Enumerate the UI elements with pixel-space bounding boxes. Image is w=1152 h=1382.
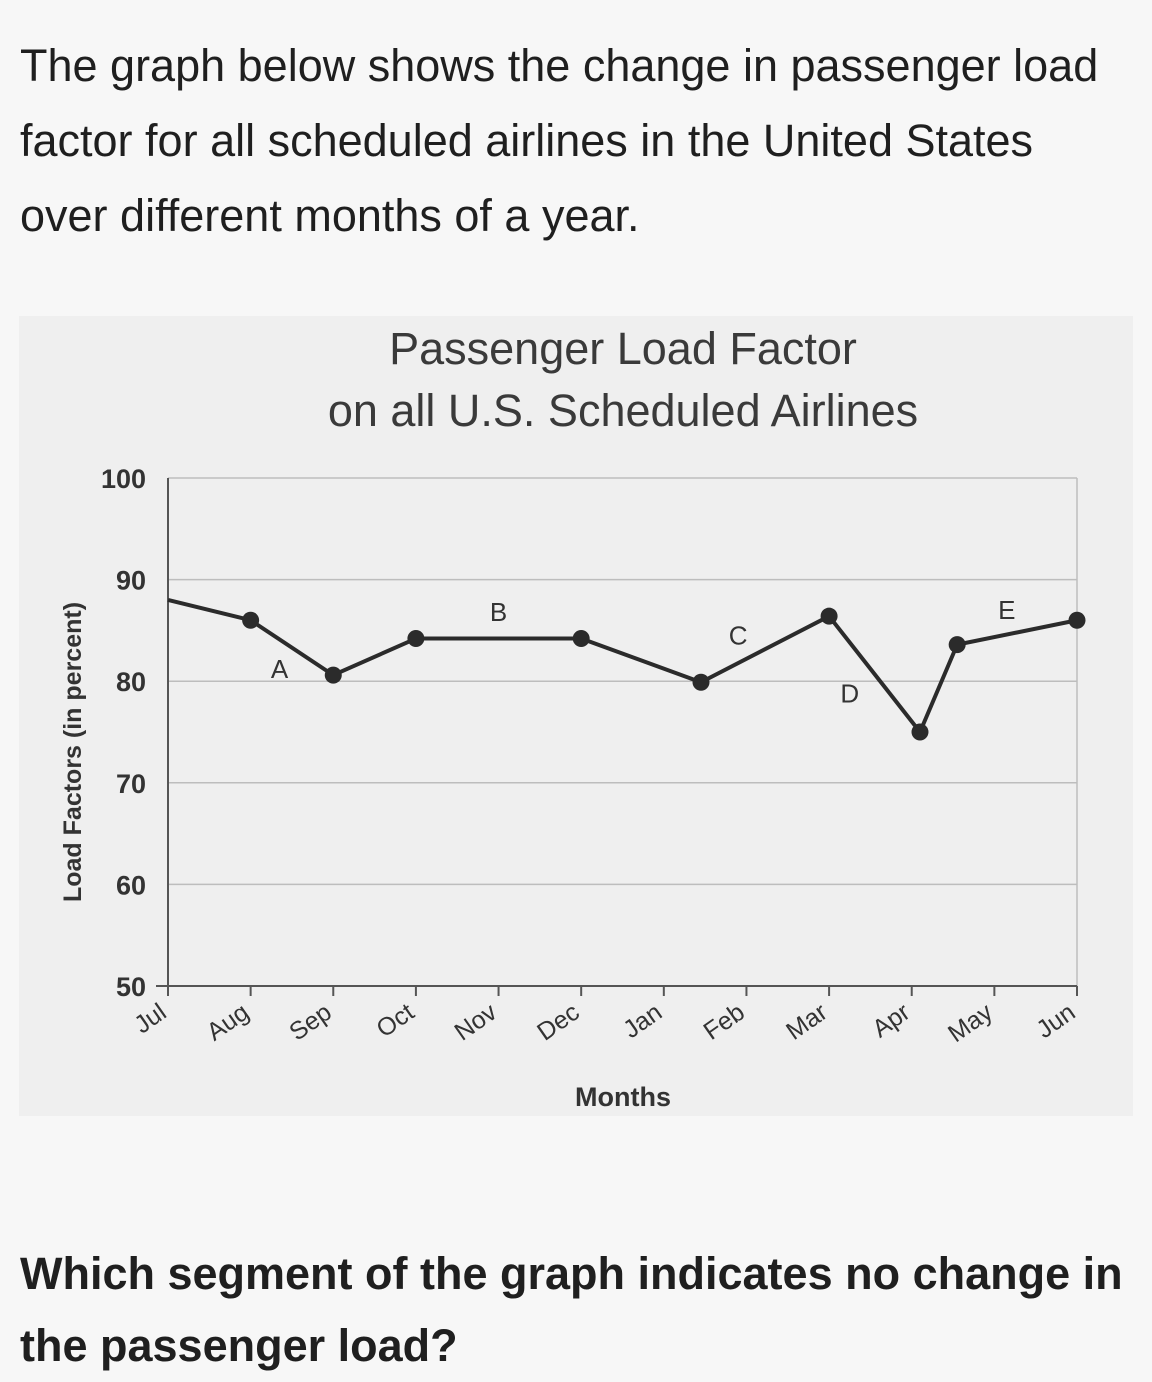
chart-panel: Passenger Load Factor on all U.S. Schedu… — [19, 316, 1133, 1116]
segment-label-b: B — [490, 597, 507, 627]
y-tick-label-80: 80 — [116, 667, 146, 697]
x-tick-label-jul: Jul — [129, 998, 171, 1039]
y-tick-label-100: 100 — [101, 464, 146, 494]
x-tick-labels: Jul Aug Sep Oct Nov Dec Jan Feb Mar Apr May Jun — [129, 998, 1080, 1048]
chart-title-line-1: Passenger Load Factor — [389, 323, 857, 374]
data-point-3 — [407, 630, 425, 648]
segment-label-c: C — [729, 620, 748, 650]
x-tick-label-apr: Apr — [867, 998, 915, 1043]
segment-label-e: E — [998, 595, 1015, 625]
x-tick-label-jun: Jun — [1031, 998, 1080, 1044]
intro-text: The graph below shows the change in pass… — [20, 40, 1099, 241]
y-axis-label: Load Factors (in percent) — [59, 602, 87, 902]
data-series — [167, 597, 1078, 734]
series-line — [167, 597, 1078, 734]
data-point-2 — [324, 666, 342, 684]
data-point-8 — [948, 636, 966, 654]
y-tick-label-90: 90 — [116, 566, 146, 596]
x-tick-label-jan: Jan — [618, 998, 667, 1044]
y-tick-labels: 50 60 70 80 90 100 — [101, 464, 146, 1002]
x-tick-label-oct: Oct — [371, 998, 419, 1043]
data-point-9 — [1068, 611, 1086, 629]
x-tick-label-may: May — [943, 998, 998, 1048]
y-tick-label-70: 70 — [116, 769, 146, 799]
x-tick-label-dec: Dec — [532, 998, 584, 1046]
chart-title-line-2: on all U.S. Scheduled Airlines — [328, 385, 918, 436]
data-point-4 — [572, 630, 590, 648]
data-point-5 — [692, 673, 710, 691]
x-tick-label-aug: Aug — [202, 998, 254, 1046]
y-tick-label-50: 50 — [116, 972, 146, 1002]
data-point-7 — [911, 723, 929, 741]
segment-labels: A B C D E — [271, 595, 1016, 708]
x-axis-label: Months — [575, 1082, 671, 1112]
y-tick-label-60: 60 — [116, 870, 146, 900]
axes — [156, 478, 1078, 996]
x-tick-label-nov: Nov — [450, 998, 503, 1047]
data-point-1 — [242, 611, 260, 629]
line-chart: Passenger Load Factor on all U.S. Schedu… — [59, 323, 1086, 1112]
grid — [168, 477, 1078, 986]
question-text: Which segment of the graph indicates no … — [20, 1248, 1123, 1371]
segment-label-a: A — [271, 654, 289, 684]
data-point-6 — [820, 607, 838, 625]
segment-label-d: D — [840, 678, 859, 708]
x-tick-label-feb: Feb — [699, 998, 750, 1046]
data-markers — [242, 607, 1086, 741]
x-tick-label-sep: Sep — [284, 998, 336, 1046]
x-tick-label-mar: Mar — [781, 998, 832, 1046]
